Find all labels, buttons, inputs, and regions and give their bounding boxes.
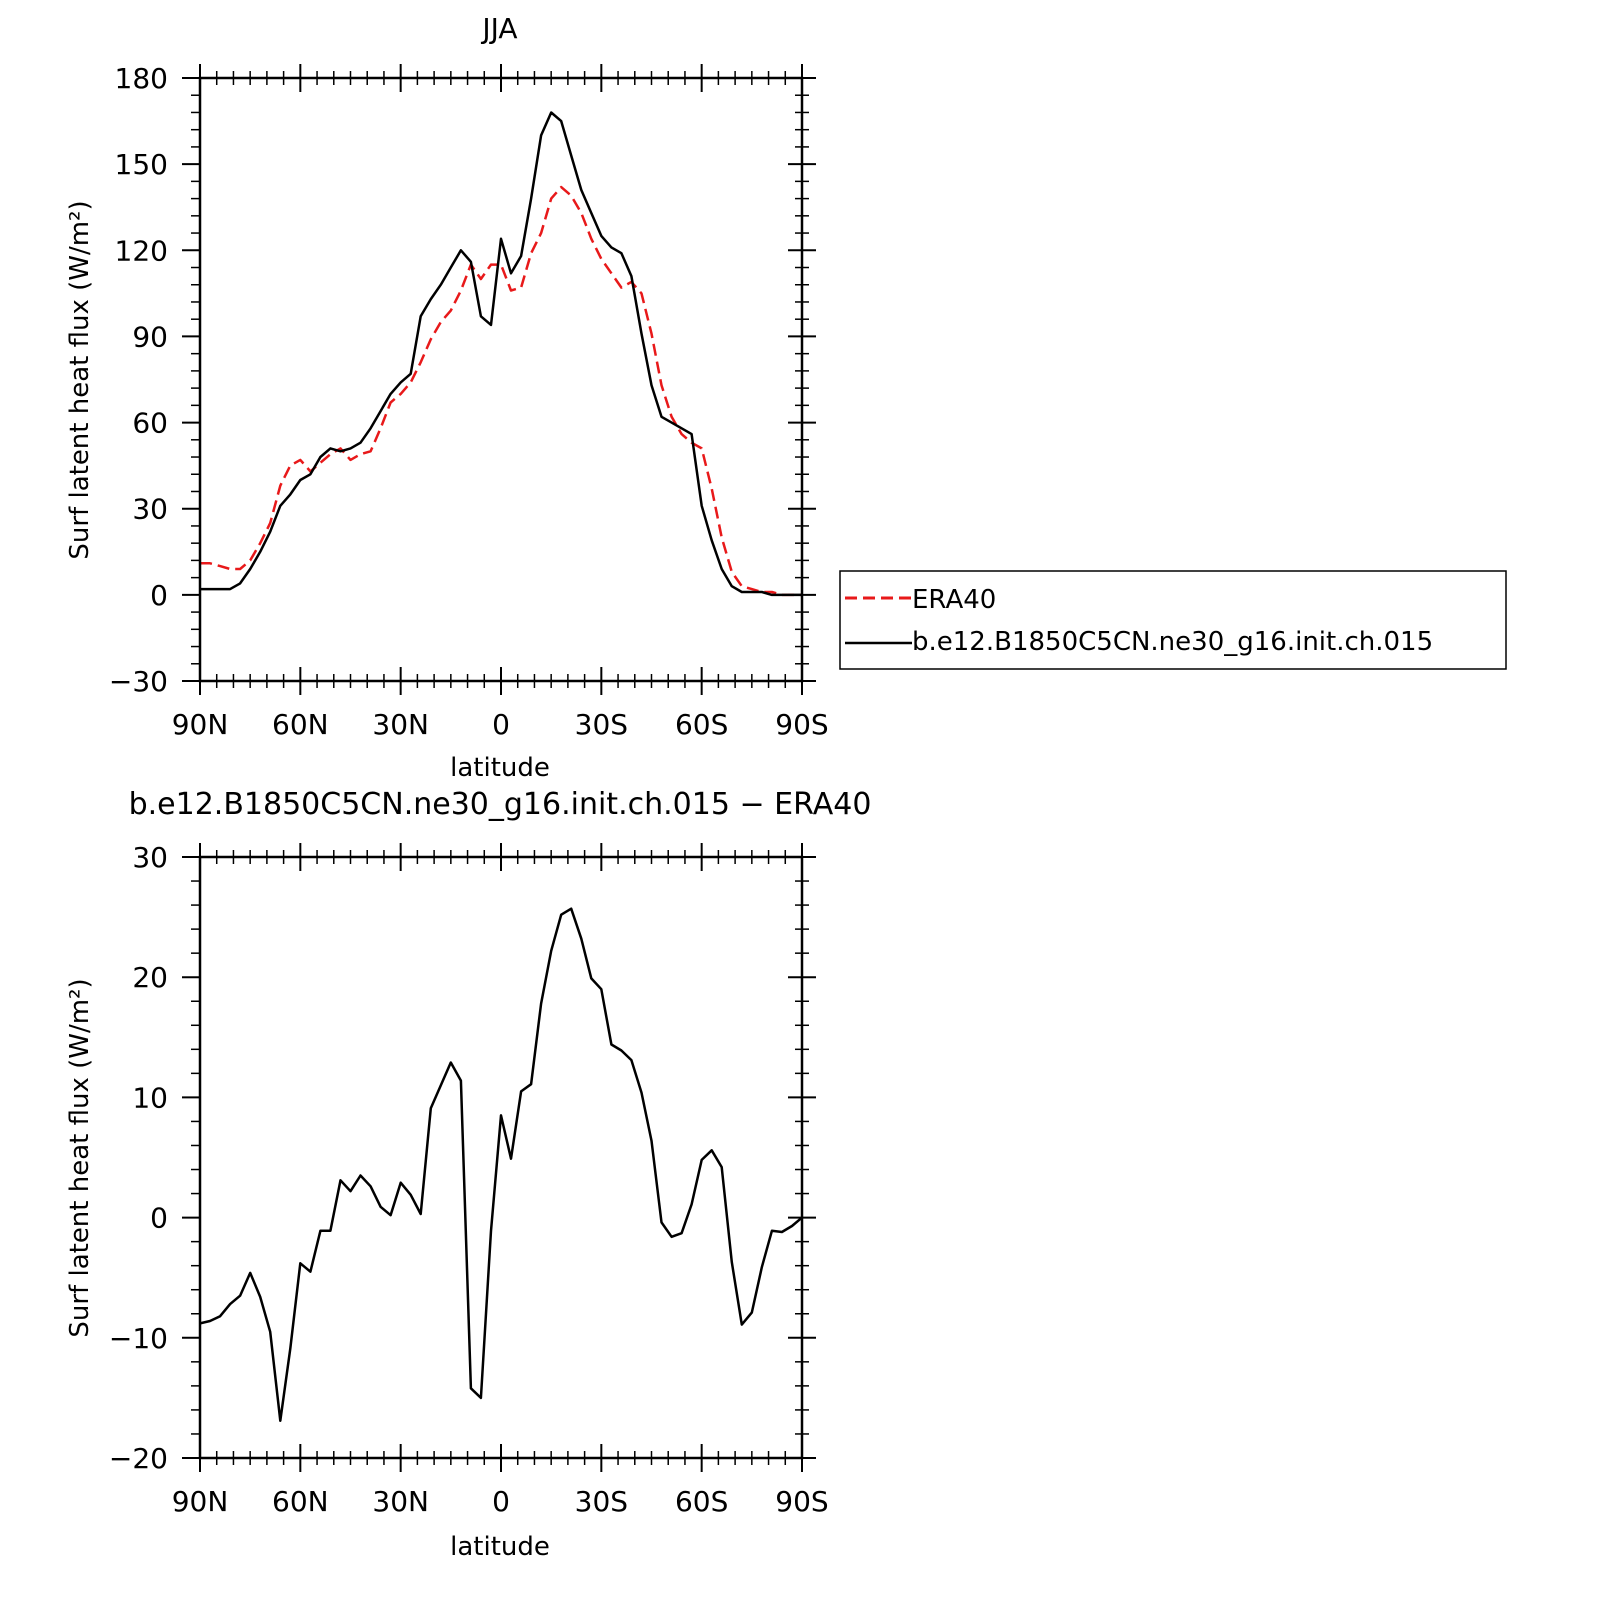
bottom-x-tick-labels: 90N 60N 30N 0 30S 60S 90S xyxy=(172,1485,829,1518)
top-x-axis-label: latitude xyxy=(450,753,550,783)
bottom-plot-frame xyxy=(198,855,804,1460)
bottom-y-tick-labels: −20 −10 0 10 20 30 xyxy=(109,841,168,1475)
x-tick-label: 90N xyxy=(172,1485,229,1518)
x-tick-label: 30N xyxy=(372,708,429,741)
x-tick-label: 60S xyxy=(675,1485,728,1518)
top-plot-frame xyxy=(198,76,804,683)
x-tick-label: 0 xyxy=(492,1485,510,1518)
x-tick-label: 30S xyxy=(575,1485,628,1518)
top-chart-title: JJA xyxy=(480,12,517,45)
bottom-axis-ticks xyxy=(182,843,816,1472)
bottom-panel: b.e12.B1850C5CN.ne30_g16.init.ch.015 − E… xyxy=(65,787,871,1562)
top-series-line-0 xyxy=(200,185,802,597)
y-tick-label: 20 xyxy=(132,961,168,994)
top-y-tick-labels: −30 0 30 60 90 120 150 180 xyxy=(109,62,168,698)
y-tick-label: 30 xyxy=(132,493,168,526)
bottom-chart-title: b.e12.B1850C5CN.ne30_g16.init.ch.015 − E… xyxy=(129,787,872,822)
y-tick-label: 60 xyxy=(132,407,168,440)
bottom-y-axis-label: Surf latent heat flux (W/m²) xyxy=(65,978,95,1337)
legend-box xyxy=(839,570,1507,670)
y-tick-label: −10 xyxy=(109,1322,168,1355)
x-tick-label: 30N xyxy=(372,1485,429,1518)
legend: ERA40 b.e12.B1850C5CN.ne30_g16.init.ch.0… xyxy=(839,570,1507,670)
top-series-line-1 xyxy=(200,111,802,597)
y-tick-label: 150 xyxy=(115,148,168,181)
y-tick-label: 90 xyxy=(132,320,168,353)
y-tick-label: 180 xyxy=(115,62,168,95)
y-tick-label: 10 xyxy=(132,1081,168,1114)
x-tick-label: 0 xyxy=(492,708,510,741)
x-tick-label: 90N xyxy=(172,708,229,741)
top-x-tick-labels: 90N 60N 30N 0 30S 60S 90S xyxy=(172,708,829,741)
y-tick-label: 120 xyxy=(115,234,168,267)
bottom-series-line-0 xyxy=(199,907,803,1422)
legend-label-model: b.e12.B1850C5CN.ne30_g16.init.ch.015 xyxy=(912,627,1433,657)
top-plot-lines xyxy=(200,111,802,597)
bottom-plot-lines xyxy=(199,907,803,1422)
y-tick-label: 30 xyxy=(132,841,168,874)
y-tick-label: −20 xyxy=(109,1442,168,1475)
top-y-axis-label: Surf latent heat flux (W/m²) xyxy=(65,200,95,559)
x-tick-label: 60S xyxy=(675,708,728,741)
bottom-x-axis-label: latitude xyxy=(450,1532,550,1562)
legend-label-era40: ERA40 xyxy=(912,585,996,615)
y-tick-label: 0 xyxy=(150,579,168,612)
x-tick-label: 90S xyxy=(775,708,828,741)
top-axis-ticks xyxy=(182,64,816,695)
y-tick-label: −30 xyxy=(109,665,168,698)
x-tick-label: 60N xyxy=(272,1485,329,1518)
x-tick-label: 90S xyxy=(775,1485,828,1518)
y-tick-label: 0 xyxy=(150,1202,168,1235)
x-tick-label: 60N xyxy=(272,708,329,741)
top-panel: JJA −30 0 30 60 90 120 150 180 90N 60N 30N 0 30S 60S… xyxy=(65,12,829,783)
x-tick-label: 30S xyxy=(575,708,628,741)
